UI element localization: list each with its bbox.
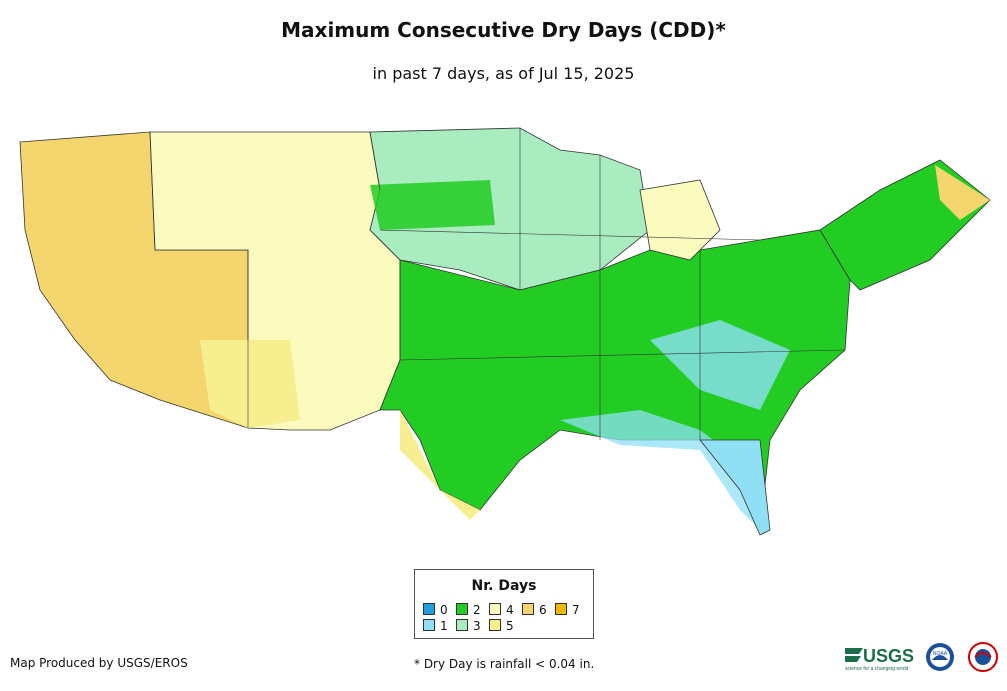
legend-swatch-0 bbox=[423, 603, 435, 615]
legend-item-0: 0 bbox=[423, 603, 448, 617]
region-central-green bbox=[379, 229, 851, 532]
credit-text: Map Produced by USGS/EROS bbox=[10, 656, 188, 670]
legend-swatch-6 bbox=[522, 603, 534, 615]
legend-label-0: 0 bbox=[440, 603, 448, 617]
legend-box: Nr. Days 0 1 2 3 4 5 6 7 bbox=[414, 569, 594, 639]
legend-item-3: 3 bbox=[456, 619, 481, 633]
region-florida bbox=[699, 439, 771, 536]
agency-logos: USGS science for a changing world NOAA bbox=[845, 642, 998, 672]
legend-item-1: 1 bbox=[423, 619, 448, 633]
legend-swatch-2 bbox=[456, 603, 468, 615]
region-southwest-5 bbox=[200, 340, 300, 428]
map-subtitle: in past 7 days, as of Jul 15, 2025 bbox=[372, 64, 635, 83]
legend-swatch-1 bbox=[423, 619, 435, 631]
legend-label-1: 1 bbox=[440, 619, 448, 633]
legend-label-5: 5 bbox=[506, 619, 514, 633]
legend-swatch-5 bbox=[489, 619, 501, 631]
legend-item-4: 4 bbox=[489, 603, 514, 617]
legend-swatch-7 bbox=[555, 603, 567, 615]
footnote-text: * Dry Day is rainfall < 0.04 in. bbox=[414, 657, 595, 671]
region-dakotas-green bbox=[370, 180, 495, 230]
legend-label-2: 2 bbox=[473, 603, 481, 617]
legend-label-4: 4 bbox=[506, 603, 514, 617]
region-michigan bbox=[639, 179, 721, 261]
legend-swatch-3 bbox=[456, 619, 468, 631]
legend-item-5: 5 bbox=[489, 619, 514, 633]
svg-text:NOAA: NOAA bbox=[933, 651, 948, 657]
usgs-logo: USGS science for a changing world bbox=[845, 646, 914, 672]
region-northeast bbox=[819, 159, 991, 291]
legend-title: Nr. Days bbox=[471, 578, 537, 594]
noaa-logo: NOAA bbox=[926, 643, 954, 671]
map-title: Maximum Consecutive Dry Days (CDD)* bbox=[281, 18, 726, 42]
nws-logo bbox=[968, 642, 998, 672]
legend-label-3: 3 bbox=[473, 619, 481, 633]
legend-item-2: 2 bbox=[456, 603, 481, 617]
legend-item-6: 6 bbox=[522, 603, 547, 617]
legend-item-7: 7 bbox=[555, 603, 580, 617]
region-maine-6 bbox=[935, 165, 990, 220]
svg-text:science for a changing world: science for a changing world bbox=[845, 666, 909, 672]
region-appalachia-1 bbox=[650, 320, 790, 410]
legend-label-7: 7 bbox=[572, 603, 580, 617]
svg-text:USGS: USGS bbox=[863, 646, 914, 666]
state-borders bbox=[149, 128, 846, 440]
region-texas-south bbox=[400, 410, 480, 520]
legend-label-6: 6 bbox=[539, 603, 547, 617]
legend-swatch-4 bbox=[489, 603, 501, 615]
us-dry-days-map bbox=[19, 127, 991, 536]
